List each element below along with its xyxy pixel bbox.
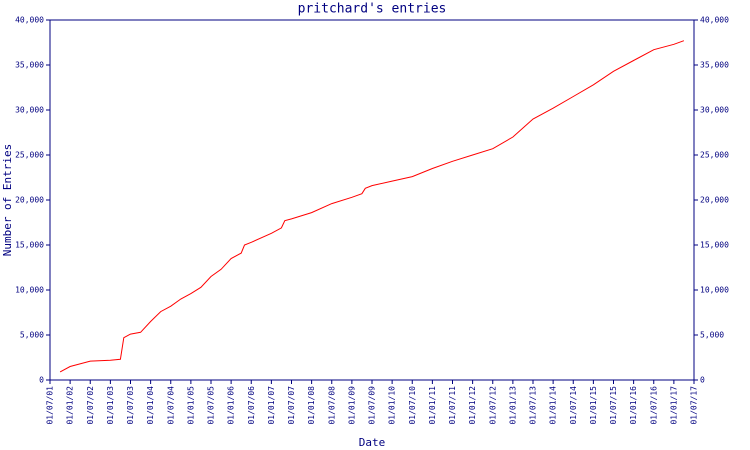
x-tick-label: 01/07/08 xyxy=(327,386,336,425)
x-tick-label: 01/01/14 xyxy=(549,386,558,425)
y-tick-label: 35,000 xyxy=(15,61,44,70)
x-tick-label: 01/01/12 xyxy=(468,386,477,425)
x-tick-label: 01/01/11 xyxy=(428,386,437,425)
x-tick-label: 01/07/05 xyxy=(207,386,216,425)
x-tick-label: 01/07/17 xyxy=(690,386,699,425)
y2-tick-label: 5,000 xyxy=(700,331,724,340)
x-tick-label: 01/01/09 xyxy=(347,386,356,425)
x-tick-label: 01/07/04 xyxy=(166,386,175,425)
y2-tick-label: 0 xyxy=(700,376,705,385)
x-tick-label: 01/07/01 xyxy=(46,386,55,425)
y2-tick-label: 10,000 xyxy=(700,286,729,295)
x-tick-label: 01/07/11 xyxy=(448,386,457,425)
y2-tick-label: 35,000 xyxy=(700,61,729,70)
y-tick-label: 20,000 xyxy=(15,196,44,205)
x-tick-label: 01/07/09 xyxy=(368,386,377,425)
y-tick-label: 30,000 xyxy=(15,106,44,115)
x-axis-label: Date xyxy=(359,436,386,449)
x-tick-label: 01/01/06 xyxy=(227,386,236,425)
x-tick-label: 01/01/15 xyxy=(589,386,598,425)
y-tick-label: 0 xyxy=(39,376,44,385)
x-tick-label: 01/07/16 xyxy=(649,386,658,425)
x-tick-label: 01/01/04 xyxy=(146,386,155,425)
y-tick-label: 5,000 xyxy=(20,331,44,340)
y2-tick-label: 30,000 xyxy=(700,106,729,115)
x-tick-label: 01/07/15 xyxy=(609,386,618,425)
x-tick-label: 01/01/07 xyxy=(267,386,276,425)
x-tick-label: 01/01/08 xyxy=(307,386,316,425)
x-tick-label: 01/01/02 xyxy=(66,386,75,425)
x-tick-label: 01/07/02 xyxy=(86,386,95,425)
x-tick-label: 01/01/10 xyxy=(388,386,397,425)
x-tick-label: 01/01/05 xyxy=(186,386,195,425)
x-tick-label: 01/01/03 xyxy=(106,386,115,425)
x-tick-label: 01/01/16 xyxy=(629,386,638,425)
x-tick-label: 01/01/17 xyxy=(669,386,678,425)
y-tick-label: 10,000 xyxy=(15,286,44,295)
y-tick-label: 40,000 xyxy=(15,16,44,25)
y2-tick-label: 15,000 xyxy=(700,241,729,250)
x-tick-label: 01/07/07 xyxy=(287,386,296,425)
y-tick-label: 15,000 xyxy=(15,241,44,250)
data-line xyxy=(59,40,685,373)
x-tick-label: 01/07/06 xyxy=(247,386,256,425)
x-tick-label: 01/07/14 xyxy=(569,386,578,425)
y-tick-label: 25,000 xyxy=(15,151,44,160)
chart-title: pritchard's entries xyxy=(298,2,447,17)
y-axis-label: Number of Entries xyxy=(1,144,14,257)
x-tick-label: 01/07/03 xyxy=(126,386,135,425)
y2-tick-label: 25,000 xyxy=(700,151,729,160)
x-tick-label: 01/01/13 xyxy=(508,386,517,425)
x-tick-label: 01/07/12 xyxy=(488,386,497,425)
y2-tick-label: 20,000 xyxy=(700,196,729,205)
x-tick-label: 01/07/13 xyxy=(529,386,538,425)
y2-tick-label: 40,000 xyxy=(700,16,729,25)
x-tick-label: 01/07/10 xyxy=(408,386,417,425)
